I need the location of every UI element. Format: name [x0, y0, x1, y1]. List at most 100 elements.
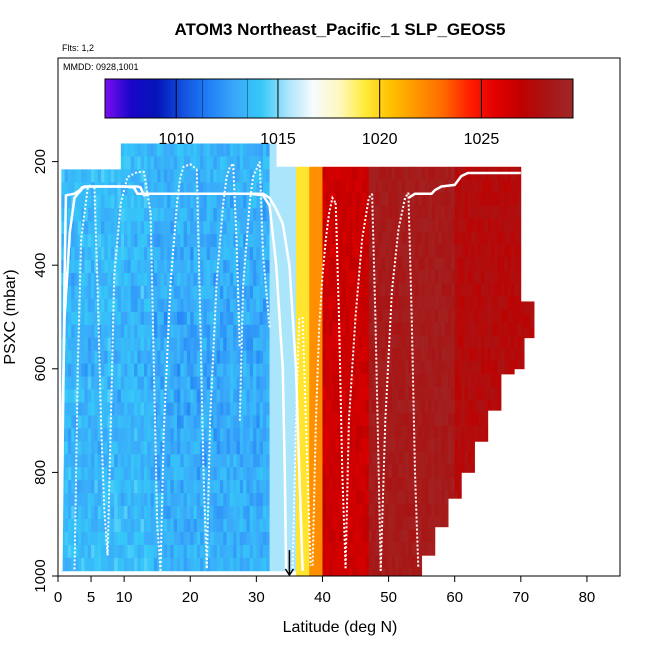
field-cell: [210, 428, 214, 442]
field-cell: [305, 568, 310, 577]
field-cell: [183, 531, 188, 546]
field-cell: [309, 257, 313, 271]
field-cell: [130, 143, 135, 157]
colorbar-swatch: [264, 79, 268, 118]
field-cell: [418, 568, 423, 577]
field-cell: [362, 205, 366, 219]
field-cell: [497, 373, 502, 388]
field-cell: [183, 350, 188, 365]
field-cell: [104, 208, 108, 222]
profile-track: [232, 164, 241, 349]
field-cell: [71, 519, 75, 533]
colorbar-swatch: [391, 79, 395, 118]
field-cell: [97, 376, 102, 390]
field-cell: [203, 169, 208, 183]
field-cell: [289, 568, 294, 572]
field-cell: [362, 503, 366, 517]
field-cell: [107, 182, 112, 196]
field-cell: [305, 322, 310, 336]
field-cell: [434, 386, 439, 401]
field-cell: [322, 516, 327, 530]
field-cell: [117, 415, 122, 429]
field-cell: [510, 218, 515, 232]
field-cell: [302, 283, 307, 297]
field-cell: [226, 376, 231, 390]
field-cell: [292, 399, 297, 414]
field-cell: [147, 376, 151, 390]
field-cell: [365, 425, 370, 440]
field-cell: [375, 477, 380, 491]
field-cell: [147, 557, 151, 572]
field-cell: [153, 143, 158, 157]
field-cell: [219, 519, 224, 533]
field-cell: [391, 399, 396, 414]
field-cell: [203, 208, 208, 222]
field-cell: [458, 270, 462, 284]
field-cell: [342, 179, 347, 194]
field-cell: [124, 493, 128, 507]
field-cell: [206, 156, 211, 170]
field-cell: [262, 441, 267, 455]
field-cell: [200, 480, 204, 494]
field-cell: [206, 506, 211, 520]
field-cell: [259, 557, 264, 572]
field-cell: [107, 350, 112, 365]
field-cell: [315, 451, 320, 466]
field-cell: [150, 324, 155, 339]
field-cell: [137, 544, 142, 559]
field-cell: [487, 205, 492, 219]
field-cell: [200, 441, 204, 455]
field-cell: [143, 221, 148, 235]
field-cell: [335, 283, 340, 297]
field-cell: [487, 361, 492, 375]
field-cell: [84, 260, 89, 274]
field-cell: [401, 231, 406, 245]
field-cell: [160, 298, 165, 313]
field-cell: [299, 335, 304, 349]
field-cell: [100, 557, 105, 572]
colorbar-swatch: [409, 79, 412, 118]
field-cell: [431, 361, 436, 375]
field-cell: [375, 335, 380, 349]
field-cell: [292, 166, 297, 181]
field-cell: [137, 519, 142, 533]
field-cell: [77, 221, 82, 235]
field-cell: [484, 335, 489, 349]
field-cell: [120, 337, 125, 352]
field-cell: [421, 490, 426, 504]
field-cell: [289, 412, 294, 427]
field-cell: [170, 428, 175, 442]
field-cell: [520, 353, 525, 367]
field-cell: [358, 516, 363, 530]
field-cell: [289, 477, 294, 491]
field-cell: [153, 350, 158, 365]
field-cell: [358, 425, 363, 440]
field-cell: [173, 169, 178, 183]
field-cell: [444, 218, 449, 232]
field-cell: [81, 428, 85, 442]
field-cell: [233, 260, 237, 274]
field-cell: [322, 412, 327, 427]
field-cell: [97, 480, 102, 494]
field-cell: [266, 544, 270, 559]
field-cell: [441, 373, 446, 388]
field-cell: [157, 467, 161, 481]
colorbar-swatch: [177, 79, 180, 118]
field-cell: [444, 257, 449, 271]
field-cell: [309, 425, 313, 440]
field-cell: [213, 234, 218, 248]
field-cell: [481, 244, 485, 258]
field-cell: [385, 244, 389, 258]
field-cell: [153, 324, 158, 339]
field-cell: [193, 208, 198, 222]
field-cell: [398, 296, 403, 310]
field-cell: [160, 506, 165, 520]
field-cell: [418, 335, 423, 349]
field-cell: [309, 192, 313, 207]
field-cell: [411, 257, 416, 271]
field-cell: [368, 542, 373, 556]
field-cell: [134, 376, 138, 390]
field-cell: [272, 337, 277, 352]
field-cell: [441, 361, 446, 375]
field-cell: [190, 169, 194, 183]
